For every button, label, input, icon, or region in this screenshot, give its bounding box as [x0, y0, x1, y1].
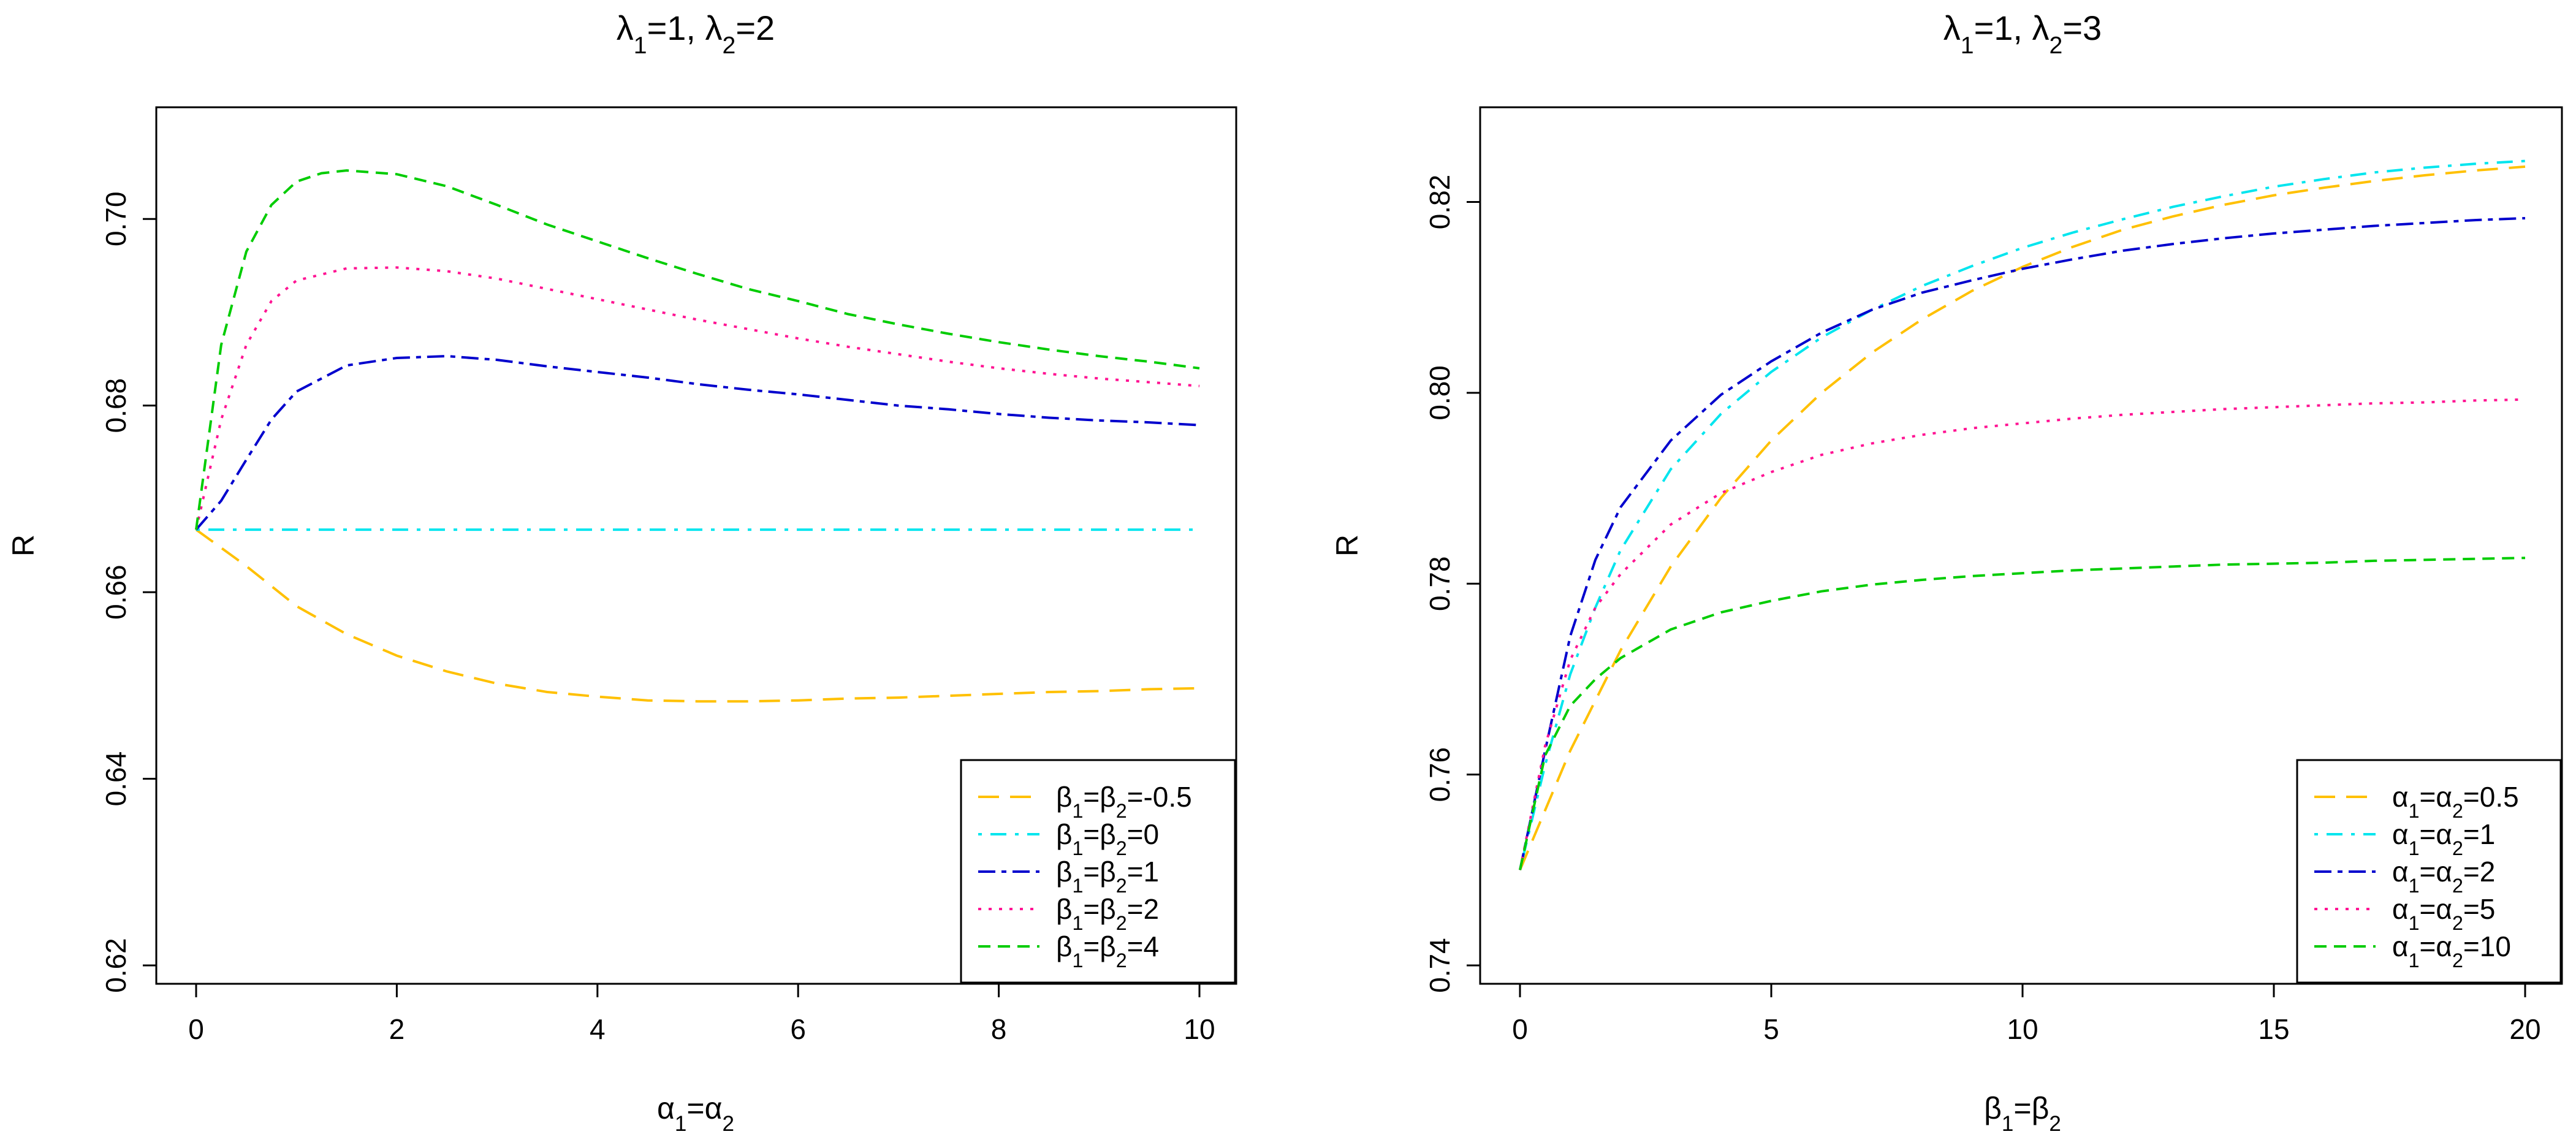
x-tick-label: 0: [188, 1013, 204, 1045]
x-tick-label: 6: [790, 1013, 806, 1045]
x-tick-label: 15: [2258, 1013, 2289, 1045]
y-tick-label: 0.82: [1424, 175, 1456, 230]
y-tick-label: 0.78: [1424, 557, 1456, 612]
x-tick-label: 8: [991, 1013, 1007, 1045]
legend-label-5: β1=β2=4: [1056, 930, 1159, 972]
legend-label-5: α1=α2=10: [2392, 930, 2511, 972]
left-chart-panel: λ1=1, λ2=2 0 2 4 6 8 10 0.620.640.660.680.70 …: [6, 9, 1237, 1136]
series-line-1: [195, 528, 1200, 703]
y-tick-label: 0.64: [100, 751, 132, 807]
left-y-axis: 0.62 0.64 0.66 0.68 0.70: [100, 191, 158, 993]
right-x-axis-label: β1=β2: [1984, 1091, 2061, 1136]
y-tick-label: 0.68: [100, 378, 132, 433]
right-y-axis: 0.74 0.76 0.78 0.80 0.82: [1424, 175, 1481, 993]
right-series-lines: [1519, 159, 2526, 871]
y-tick-label: 0.74: [1424, 938, 1456, 993]
y-tick-label: 0.80: [1424, 365, 1456, 420]
y-tick-label: 0.70: [100, 191, 132, 246]
left-y-axis-label: R: [6, 534, 40, 557]
right-chart-panel: λ1=1, λ2=3 0 5 10 15 20 0.74 0.76 0.78 0.80 0.82…: [1330, 9, 2563, 1136]
right-legend: α1=α2=0.5α1=α2=1α1=α2=2α1=α2=5α1=α2=10: [2296, 759, 2562, 984]
legend-label-2: α1=α2=1: [2392, 818, 2495, 859]
legend-label-4: β1=β2=2: [1056, 893, 1159, 934]
legend-label-2: β1=β2=0: [1056, 818, 1159, 859]
legend-label-3: β1=β2=1: [1056, 856, 1159, 897]
right-y-axis-label: R: [1330, 534, 1364, 557]
legend-label-3: α1=α2=2: [2392, 856, 2495, 897]
x-tick-label: 5: [1763, 1013, 1779, 1045]
series-line-3: [1519, 217, 2526, 870]
x-tick-label: 10: [2007, 1013, 2038, 1045]
right-chart-title: λ1=1, λ2=3: [1943, 9, 2102, 59]
series-line-2: [1519, 159, 2526, 870]
series-line-3: [195, 354, 1200, 531]
left-series-lines: [195, 169, 1200, 703]
x-tick-label: 10: [1184, 1013, 1215, 1045]
y-tick-label: 0.62: [100, 938, 132, 993]
legend-label-1: α1=α2=0.5: [2392, 781, 2519, 822]
legend-label-1: β1=β2=-0.5: [1056, 781, 1192, 822]
series-line-5: [195, 169, 1200, 530]
x-tick-label: 0: [1512, 1013, 1528, 1045]
left-chart-title: λ1=1, λ2=2: [617, 9, 775, 59]
legend-label-4: α1=α2=5: [2392, 893, 2495, 934]
x-tick-label: 20: [2509, 1013, 2540, 1045]
series-line-1: [1519, 165, 2526, 871]
y-tick-label: 0.76: [1424, 747, 1456, 802]
right-x-axis: 0 5 10 15 20: [1512, 983, 2541, 1045]
series-line-4: [1519, 398, 2526, 870]
left-legend: β1=β2=-0.5β1=β2=0β1=β2=1β1=β2=2β1=β2=4: [960, 759, 1236, 984]
y-tick-label: 0.66: [100, 565, 132, 620]
x-tick-label: 4: [590, 1013, 606, 1045]
x-tick-label: 2: [389, 1013, 405, 1045]
left-x-axis: 0 2 4 6 8 10: [188, 983, 1215, 1045]
left-x-axis-label: α1=α2: [657, 1091, 734, 1136]
